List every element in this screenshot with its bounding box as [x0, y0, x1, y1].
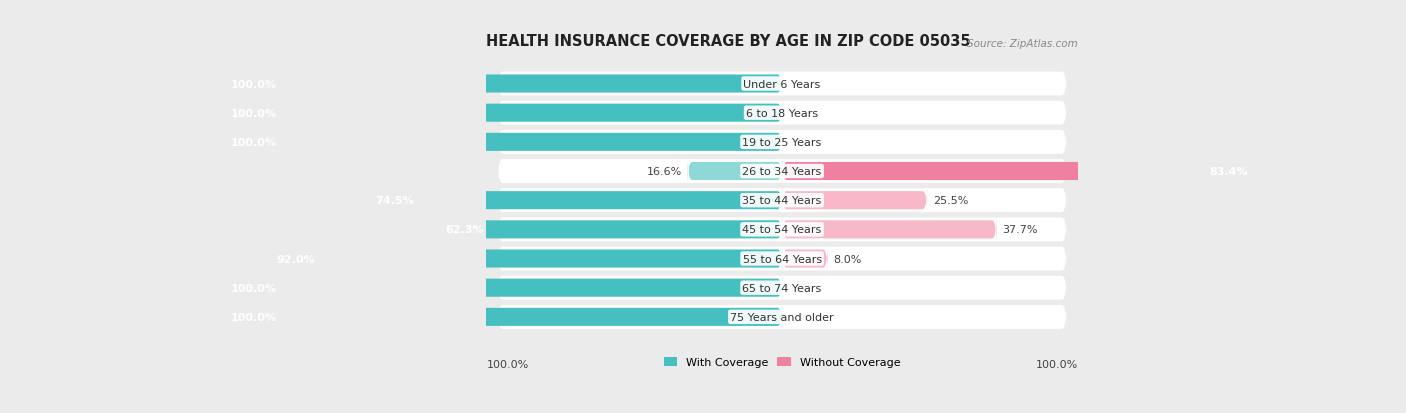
Text: 65 to 74 Years: 65 to 74 Years: [742, 283, 821, 293]
Text: 8.0%: 8.0%: [834, 254, 862, 264]
Text: 100.0%: 100.0%: [231, 109, 277, 119]
Text: 83.4%: 83.4%: [1209, 166, 1247, 177]
Text: 100.0%: 100.0%: [231, 312, 277, 322]
FancyBboxPatch shape: [214, 99, 782, 128]
Legend: With Coverage, Without Coverage: With Coverage, Without Coverage: [664, 357, 900, 368]
Text: 74.5%: 74.5%: [375, 196, 415, 206]
FancyBboxPatch shape: [498, 102, 1066, 125]
Text: 100.0%: 100.0%: [231, 79, 277, 89]
Text: 6 to 18 Years: 6 to 18 Years: [747, 109, 818, 119]
FancyBboxPatch shape: [498, 305, 1066, 329]
Text: 92.0%: 92.0%: [276, 254, 315, 264]
FancyBboxPatch shape: [259, 244, 782, 273]
FancyBboxPatch shape: [498, 72, 1066, 96]
FancyBboxPatch shape: [498, 218, 1066, 242]
Text: 100.0%: 100.0%: [486, 359, 529, 369]
Text: Source: ZipAtlas.com: Source: ZipAtlas.com: [967, 39, 1078, 49]
Text: 100.0%: 100.0%: [231, 138, 277, 147]
Text: HEALTH INSURANCE COVERAGE BY AGE IN ZIP CODE 05035: HEALTH INSURANCE COVERAGE BY AGE IN ZIP …: [486, 34, 972, 49]
Text: Under 6 Years: Under 6 Years: [744, 79, 821, 89]
FancyBboxPatch shape: [498, 276, 1066, 300]
FancyBboxPatch shape: [427, 216, 782, 244]
Text: 75 Years and older: 75 Years and older: [730, 312, 834, 322]
FancyBboxPatch shape: [214, 70, 782, 99]
Text: 19 to 25 Years: 19 to 25 Years: [742, 138, 821, 147]
Text: 100.0%: 100.0%: [1035, 359, 1078, 369]
Text: 26 to 34 Years: 26 to 34 Years: [742, 166, 821, 177]
FancyBboxPatch shape: [214, 303, 782, 331]
Text: 25.5%: 25.5%: [932, 196, 969, 206]
FancyBboxPatch shape: [782, 157, 1256, 186]
Text: 37.7%: 37.7%: [1002, 225, 1038, 235]
Text: 55 to 64 Years: 55 to 64 Years: [742, 254, 821, 264]
FancyBboxPatch shape: [359, 186, 782, 215]
Text: 35 to 44 Years: 35 to 44 Years: [742, 196, 821, 206]
FancyBboxPatch shape: [498, 247, 1066, 271]
FancyBboxPatch shape: [688, 157, 782, 186]
FancyBboxPatch shape: [782, 216, 997, 244]
FancyBboxPatch shape: [498, 131, 1066, 154]
Text: 100.0%: 100.0%: [231, 283, 277, 293]
FancyBboxPatch shape: [782, 186, 927, 215]
Text: 45 to 54 Years: 45 to 54 Years: [742, 225, 821, 235]
FancyBboxPatch shape: [782, 244, 828, 273]
FancyBboxPatch shape: [214, 128, 782, 157]
FancyBboxPatch shape: [498, 160, 1066, 183]
FancyBboxPatch shape: [214, 274, 782, 302]
Text: 16.6%: 16.6%: [647, 166, 682, 177]
FancyBboxPatch shape: [498, 189, 1066, 213]
Text: 62.3%: 62.3%: [444, 225, 484, 235]
